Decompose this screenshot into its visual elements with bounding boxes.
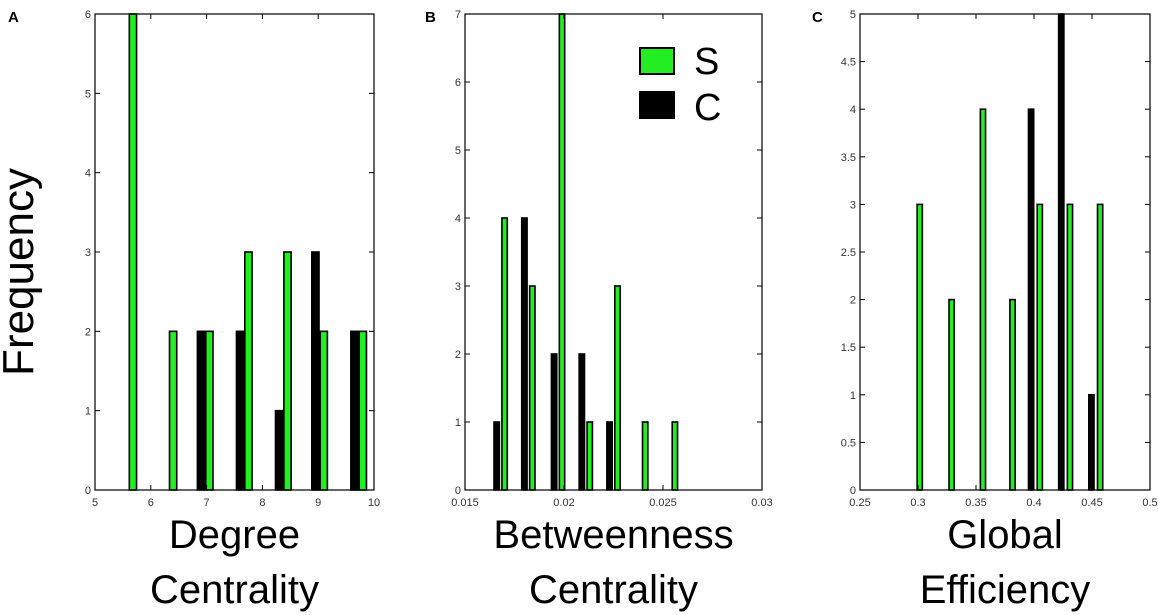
panel-c: C 0.25 0.3 0.35 0.4 0.45 0.5 0 0.5 1 1.5 2 2.5 3 3.5 4 4… [812,9,1158,612]
bar-c-2 [274,409,284,491]
bar-s-5 [319,330,329,491]
bar-c-1 [235,330,245,491]
bar-s-1 [948,298,956,491]
bar-s-4 [283,251,292,491]
y-tick-label: 3.5 [841,152,856,164]
bar-s-3 [586,421,594,491]
y-tick-label: 3 [85,247,91,259]
y-tick-label: 5 [455,145,461,157]
x-tick-label: 0.4 [1026,497,1041,509]
x-tick-label: 0.5 [1142,497,1157,509]
x-tick-label: 0.015 [451,497,479,509]
x-tick-label: 0.45 [1081,497,1102,509]
y-tick-label: 5 [85,88,91,100]
y-tick-label: 3 [850,199,856,211]
bar-c-2 [1088,393,1095,491]
panel-a: A 5 6 7 8 9 10 0 1 2 3 4 5 6 Degree Centrality [8,9,380,612]
legend-swatch-c [639,91,675,119]
y-tick-label: 1 [850,390,856,402]
y-tick-label: 6 [455,77,461,89]
x-tick-label: 0.35 [965,497,986,509]
bar-c-3 [310,251,320,491]
bar-c-1 [1057,13,1065,491]
x-tick-label: 9 [315,497,321,509]
x-tick-label: 0.3 [910,497,925,509]
x-tick-label: 0.02 [553,497,574,509]
legend-label-s: S [694,41,719,83]
bar-s-2 [204,330,214,491]
y-tick-label: 2 [850,295,856,307]
x-axis-label-line-1: Degree [169,513,300,557]
y-tick-label: 4.5 [841,57,856,69]
y-tick-label: 2 [455,349,461,361]
y-tick-label: 1.5 [841,342,856,354]
bar-s-2 [558,13,566,491]
legend: S C [639,41,721,129]
x-axis-label-line-2: Efficiency [920,568,1090,612]
panel-b: B 0.015 0.02 0.025 0.03 0 1 2 3 4 5 6 7 Betweenness Ce… [425,9,773,612]
y-axis-label: Frequency [0,168,43,376]
y-tick-label: 1 [455,417,461,429]
axes-frame [464,13,763,491]
y-tick-label: 5 [850,9,856,21]
x-axis-label-line-1: Betweenness [493,513,733,557]
x-tick-label: 5 [92,497,98,509]
x-tick-label: 0.03 [751,497,772,509]
bar-s-4 [613,285,621,491]
bar-s-6 [358,330,368,491]
bar-c-1 [520,217,528,491]
x-tick-label: 7 [204,497,210,509]
x-axis-label-line-1: Global [947,513,1063,557]
y-tick-label: 3 [455,281,461,293]
bar-s-6 [671,421,679,491]
bar-c-0 [1027,108,1035,491]
bar-c-0 [493,421,501,491]
bar-c-2 [550,353,558,491]
bar-s-0 [916,203,924,491]
y-tick-label: 0 [850,485,856,497]
y-tick-label: 4 [85,168,91,180]
bar-s-5 [641,421,649,491]
axes-frame [859,13,1151,491]
y-tick-label: 0 [85,485,91,497]
bar-s-5 [1066,203,1074,491]
x-axis-label-line-2: Centrality [529,568,698,612]
bar-c-4 [606,421,614,491]
y-tick-label: 6 [85,9,91,21]
bar-s-2 [979,108,987,491]
y-tick-label: 0 [455,485,461,497]
y-tick-label: 2 [85,326,91,338]
bar-s-0 [501,217,509,491]
bar-s-4 [1036,203,1044,491]
bar-c-3 [578,353,586,491]
bar-c-0 [196,330,206,491]
y-tick-label: 7 [455,9,461,21]
legend-swatch-s [639,47,675,75]
x-tick-label: 6 [148,497,154,509]
panel-letter-b: B [425,9,436,26]
bar-s-0 [128,13,138,491]
y-tick-label: 0.5 [841,437,856,449]
bar-s-1 [168,330,178,491]
panel-letter-a: A [8,9,19,26]
x-tick-label: 10 [368,497,380,509]
y-tick-label: 1 [85,406,91,418]
x-tick-label: 0.25 [849,497,870,509]
x-tick-label: 0.025 [649,497,677,509]
y-tick-label: 4 [850,104,856,116]
bar-s-3 [1009,298,1016,491]
y-tick-label: 4 [455,213,461,225]
legend-label-c: C [694,87,721,129]
bar-c-4 [350,330,359,491]
x-tick-label: 8 [259,497,265,509]
x-axis-label-line-2: Centrality [150,568,319,612]
bar-s-6 [1096,203,1104,491]
panel-letter-c: C [812,9,823,26]
bar-s-1 [528,285,536,491]
bar-s-3 [244,251,253,491]
y-tick-label: 2.5 [841,247,856,259]
